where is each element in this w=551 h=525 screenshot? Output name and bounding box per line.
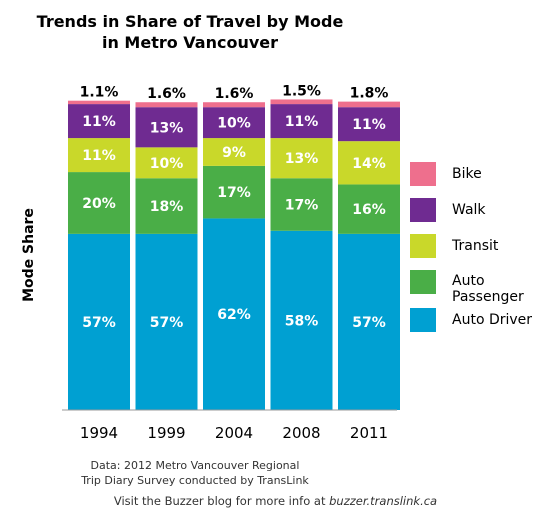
bar-segment-transit-2004 — [203, 138, 265, 166]
bar-segment-auto-passenger-1999 — [135, 178, 198, 234]
data-label-walk-1994: 11% — [82, 114, 116, 130]
bar-segment-auto-passenger-2008 — [270, 178, 333, 231]
data-label-auto-passenger-1994: 20% — [82, 196, 116, 212]
data-label-bike-1999: 1.6% — [147, 86, 186, 102]
legend-item-bike: Bike — [410, 162, 482, 186]
legend-item-auto-driver: Auto Driver — [410, 308, 532, 332]
legend-swatch — [410, 270, 436, 294]
data-label-transit-1999: 10% — [150, 156, 184, 172]
data-label-auto-passenger-2004: 17% — [217, 185, 251, 201]
legend-item-walk: Walk — [410, 198, 486, 222]
bar-segment-walk-2011 — [338, 107, 400, 142]
x-tick-label-2011: 2011 — [350, 424, 388, 442]
legend-swatch — [410, 234, 436, 258]
bar-segment-transit-1999 — [135, 147, 198, 179]
data-label-bike-2004: 1.6% — [215, 86, 254, 102]
bar-segment-auto-driver-2004 — [203, 218, 265, 410]
data-label-bike-2008: 1.5% — [282, 83, 321, 99]
x-tick-label-2004: 2004 — [215, 424, 253, 442]
footer-link[interactable]: buzzer.translink.ca — [329, 494, 438, 508]
bar-segment-auto-passenger-2011 — [338, 184, 400, 234]
bar-segment-walk-2004 — [203, 107, 265, 139]
bar-segment-transit-2011 — [338, 141, 400, 185]
legend-swatch — [410, 198, 436, 222]
bar-segment-transit-1994 — [68, 138, 130, 173]
bar-segment-bike-1994 — [68, 100, 130, 105]
data-label-auto-driver-2008: 58% — [285, 313, 319, 329]
legend-label: Walk — [452, 202, 486, 218]
x-tick-label-1994: 1994 — [80, 424, 118, 442]
bar-segment-walk-1999 — [135, 107, 198, 148]
data-label-auto-passenger-2008: 17% — [285, 198, 319, 214]
bar-segment-bike-2008 — [270, 99, 333, 105]
data-label-auto-driver-2004: 62% — [217, 307, 251, 323]
data-label-auto-driver-1999: 57% — [150, 315, 184, 331]
legend-label: Auto Passenger — [452, 273, 524, 305]
chart-title-line1: Trends in Share of Travel by Mode — [36, 12, 344, 31]
data-label-auto-passenger-2011: 16% — [352, 202, 386, 218]
stacked-bar-chart: Mode Share 57% 20% 11% 11% 1.1% 1994 57% 18% 10% 1… — [21, 83, 400, 442]
bar-segment-auto-passenger-1994 — [68, 172, 130, 234]
data-label-walk-1999: 13% — [150, 120, 184, 136]
y-axis-label: Mode Share — [21, 208, 37, 302]
data-label-transit-1994: 11% — [82, 148, 116, 164]
data-label-auto-driver-1994: 57% — [82, 315, 116, 331]
bar-segment-walk-2008 — [270, 104, 333, 139]
bar-segment-bike-1999 — [135, 102, 198, 108]
legend-swatch — [410, 162, 436, 186]
bar-segment-walk-1994 — [68, 104, 130, 139]
data-label-auto-passenger-1999: 18% — [150, 199, 184, 215]
bar-segment-bike-2011 — [338, 101, 400, 108]
data-label-auto-driver-2011: 57% — [352, 315, 386, 331]
x-tick-label-2008: 2008 — [282, 424, 320, 442]
bar-segment-auto-driver-2011 — [338, 233, 400, 410]
source-line1: Data: 2012 Metro Vancouver Regional — [90, 459, 300, 472]
legend-item-transit: Transit — [410, 234, 498, 258]
bar-segment-transit-2008 — [270, 138, 333, 179]
bar-segment-auto-driver-1999 — [135, 233, 198, 410]
bar-segment-bike-2004 — [203, 102, 265, 108]
legend-swatch — [410, 308, 436, 332]
data-label-walk-2008: 11% — [285, 114, 319, 130]
source-line2: Trip Diary Survey conducted by TransLink — [81, 474, 309, 487]
chart-title-line2: in Metro Vancouver — [101, 33, 279, 52]
data-label-bike-2011: 1.8% — [350, 86, 389, 102]
legend-label: Transit — [452, 238, 499, 254]
data-label-bike-1994: 1.1% — [80, 85, 119, 101]
data-label-transit-2008: 13% — [285, 151, 319, 167]
data-label-transit-2011: 14% — [352, 156, 386, 172]
footer-note: Visit the Buzzer blog for more info at b… — [0, 494, 551, 508]
bar-segment-auto-driver-1994 — [68, 233, 130, 410]
legend-label: Bike — [452, 166, 482, 182]
legend-item-auto-passenger: Auto Passenger — [410, 270, 524, 305]
bar-segment-auto-passenger-2004 — [203, 165, 265, 219]
data-label-walk-2011: 11% — [352, 117, 386, 133]
bar-segment-auto-driver-2008 — [270, 230, 333, 410]
data-label-transit-2004: 9% — [222, 145, 246, 161]
legend-label: Auto Driver — [452, 312, 533, 328]
data-label-walk-2004: 10% — [217, 116, 251, 132]
footer-text: Visit the Buzzer blog for more info at — [113, 494, 326, 508]
x-tick-label-1999: 1999 — [147, 424, 185, 442]
